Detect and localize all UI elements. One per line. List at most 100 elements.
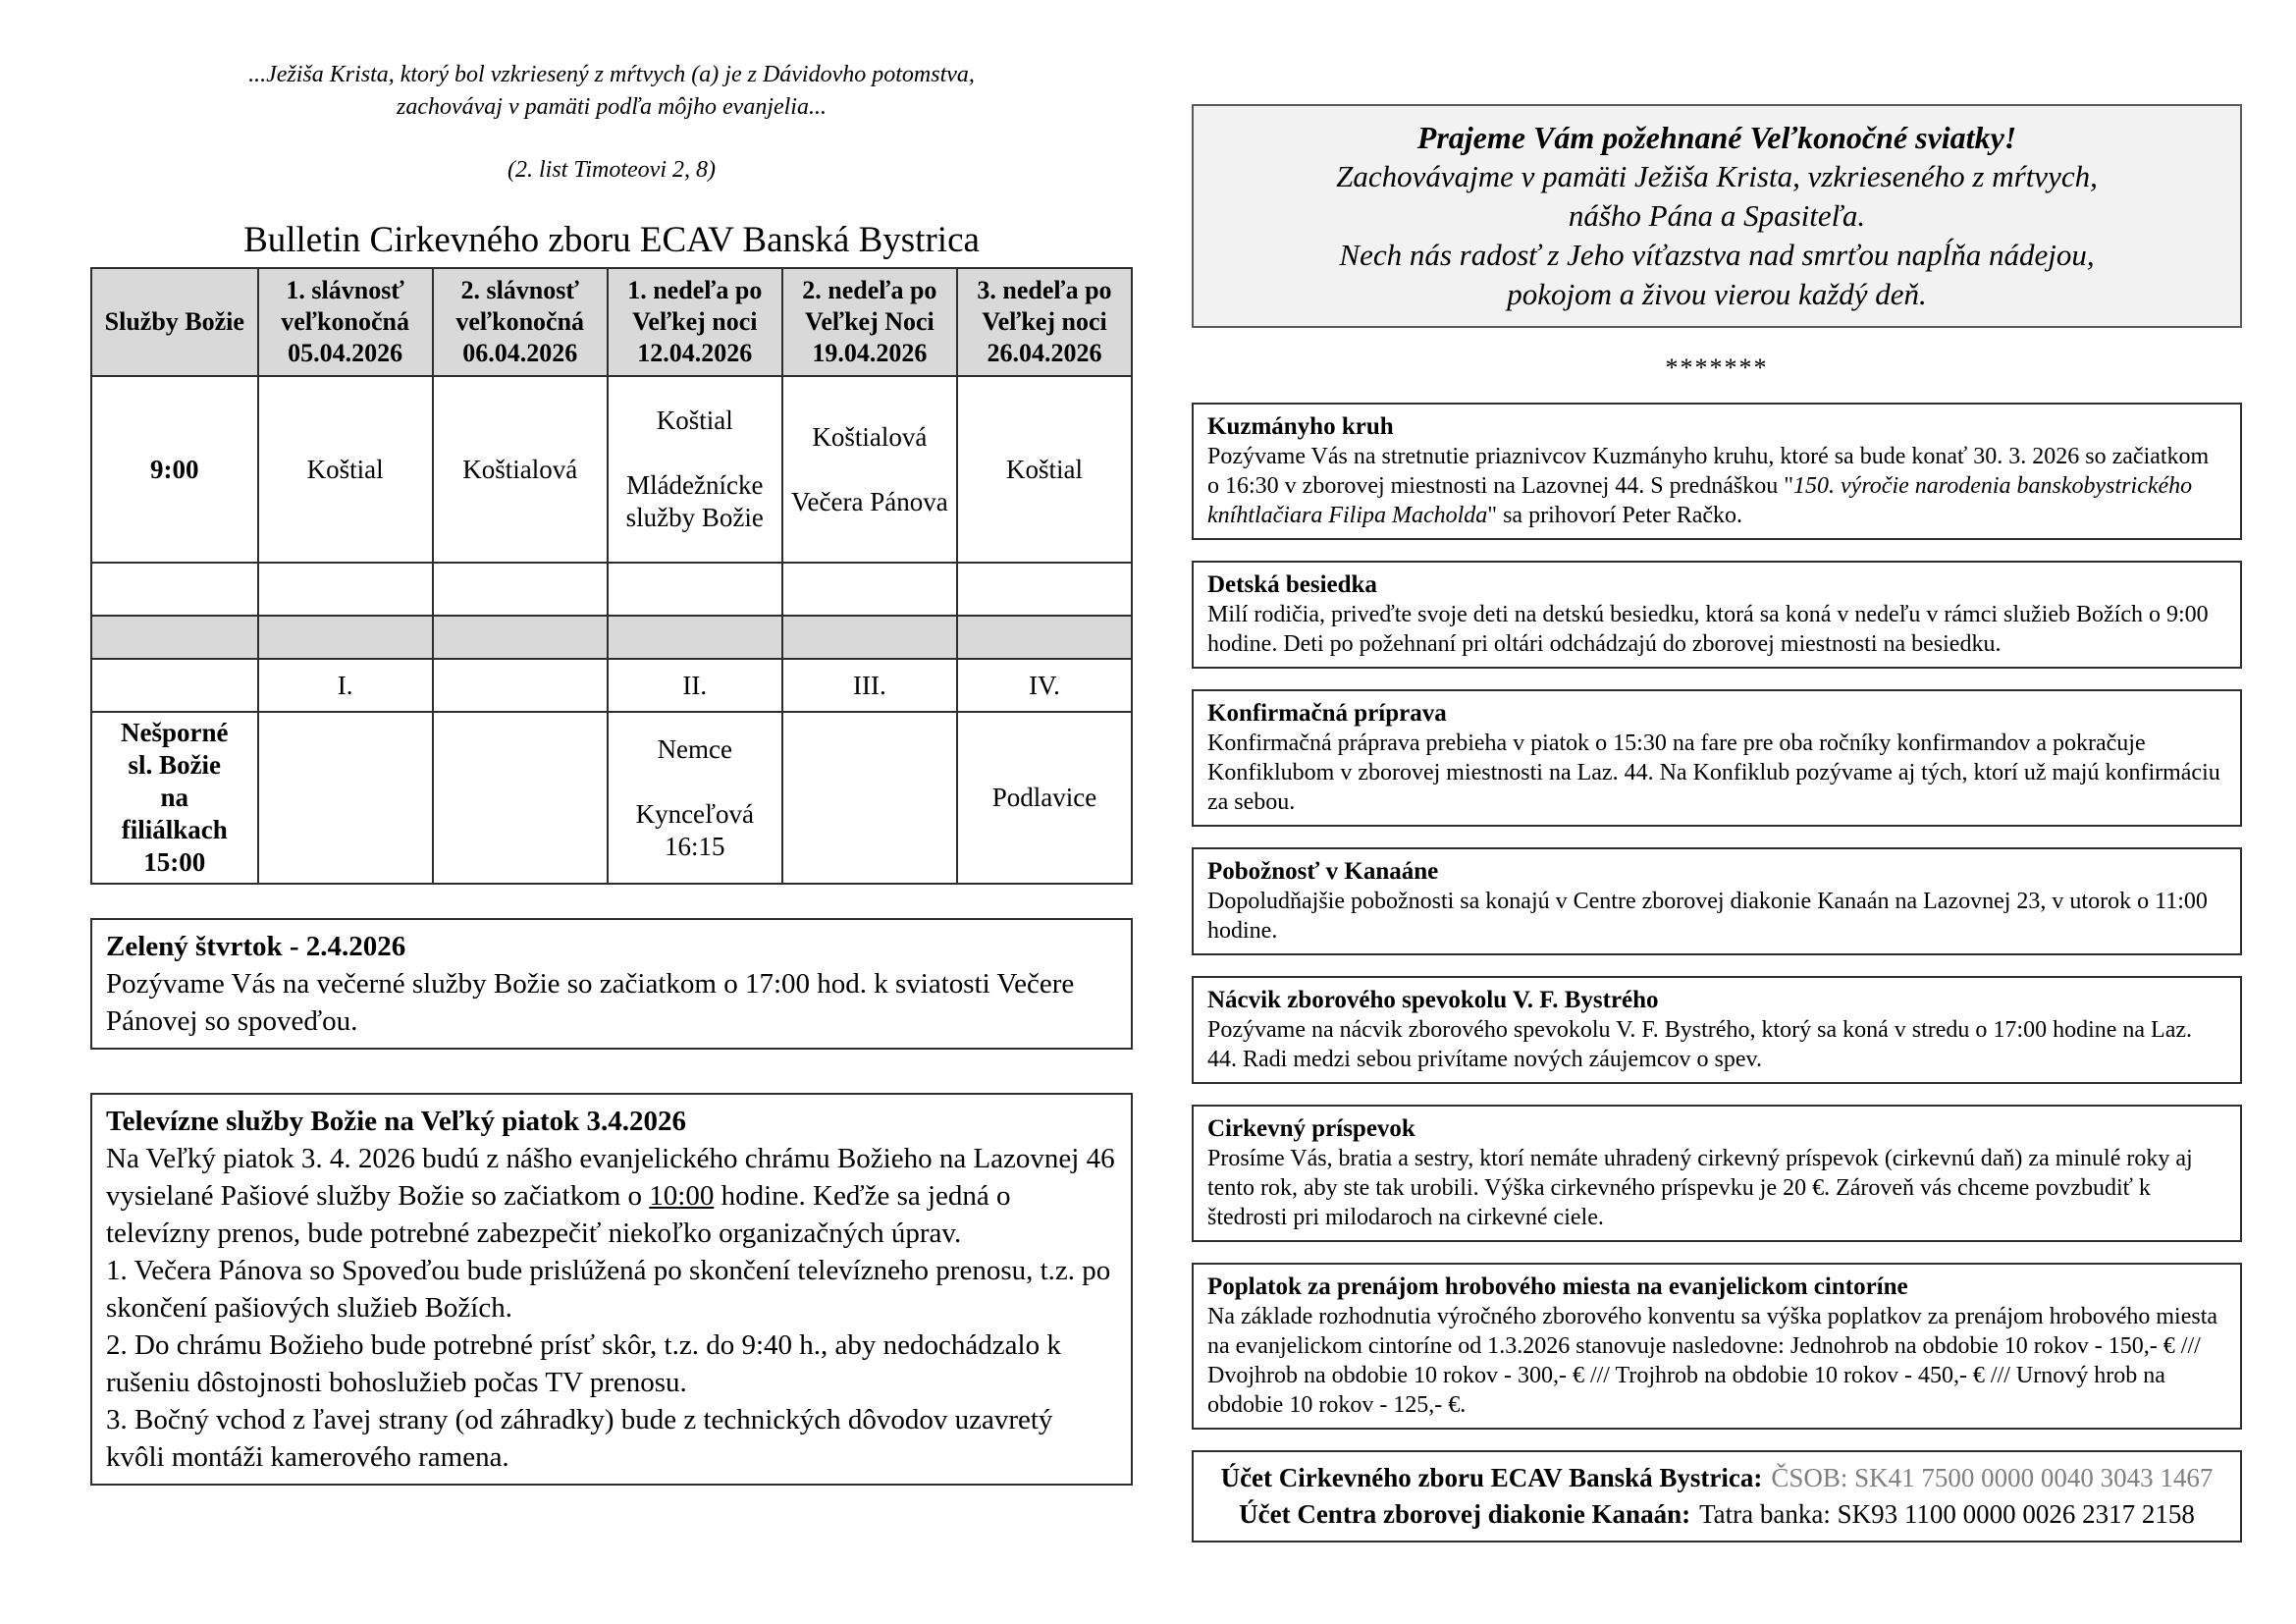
quote-source: (2. list Timoteovi 2, 8) (507, 157, 716, 183)
schedule-row-blank (90, 562, 1134, 617)
schedule-cell (955, 562, 1134, 617)
service-schedule-table: Služby Božie 1. slávnosť veľkonočná 05.0… (90, 267, 1134, 885)
greeting-line: Zachovávajme v pamäti Ježiša Krista, vzk… (1336, 159, 2098, 193)
tv-time-underlined: 10:00 (649, 1180, 715, 1212)
detska-besiedka-box: Detská besiedka Milí rodičia, priveďte s… (1192, 561, 2242, 669)
kuzmanyho-body: Pozývame Vás na stretnutie priaznivcov K… (1207, 442, 2226, 530)
hrobove-miesto-box: Poplatok za prenájom hrobového miesta na… (1192, 1263, 2242, 1430)
schedule-header-cell: 1. slávnosť veľkonočná 05.04.2026 (256, 267, 434, 377)
schedule-cell (606, 615, 783, 660)
schedule-cell (256, 615, 434, 660)
schedule-cell (955, 615, 1134, 660)
schedule-cell: Koštial Mládežnícke služby Božie (606, 375, 783, 564)
scripture-quote: ...Ježiša Krista, ktorý bol vzkriesený z… (90, 59, 1133, 124)
schedule-cell (90, 658, 259, 713)
schedule-cell (606, 562, 783, 617)
schedule-cell: Koštial (955, 375, 1134, 564)
account-row: Účet Centra zborovej diakonie Kanaán: Tat… (1203, 1496, 2230, 1533)
green-thursday-box: Zelený štvrtok - 2.4.2026 Pozývame Vás n… (90, 918, 1133, 1050)
tv-services-box: Televízne služby Božie na Veľký piatok 3… (90, 1093, 1133, 1486)
poplatok-body: Na základe rozhodnutia výročného zborové… (1207, 1304, 2218, 1418)
schedule-cell: I. (256, 658, 434, 713)
schedule-header-cell: 3. nedeľa po Veľkej noci 26.04.2026 (955, 267, 1134, 377)
schedule-header-row: Služby Božie 1. slávnosť veľkonočná 05.0… (90, 267, 1134, 377)
left-column: ...Ježiša Krista, ktorý bol vzkriesený z… (90, 59, 1134, 1486)
nacvik-body: Pozývame na nácvik zborového spevokolu V… (1207, 1017, 2193, 1072)
schedule-cell (431, 615, 609, 660)
easter-greeting-box: Prajeme Vám požehnané Veľkonočné sviatky… (1192, 104, 2242, 328)
schedule-cell (431, 711, 609, 885)
schedule-row-900: 9:00 Koštial Koštialová Koštial Mládežní… (90, 375, 1134, 564)
schedule-cell: Koštialová (431, 375, 609, 564)
right-column: Prajeme Vám požehnané Veľkonočné sviatky… (1192, 104, 2242, 1543)
konfirmacna-body: Konfirmačná práprava prebieha v piatok o… (1207, 731, 2220, 815)
green-thursday-heading: Zelený štvrtok - 2.4.2026 (106, 931, 406, 962)
nacvik-heading: Nácvik zborového spevokolu V. F. Bystréh… (1207, 987, 1659, 1013)
greeting-line: Nech nás radosť z Jeho víťazstva nad smr… (1339, 238, 2095, 272)
konfirmacna-heading: Konfirmačná príprava (1207, 700, 1447, 727)
greeting-line: Prajeme Vám požehnané Veľkonočné sviatky… (1416, 120, 2017, 155)
scripture-quote-line: ...Ježiša Krista, ktorý bol vzkriesený z… (248, 62, 975, 87)
tv-services-item: 2. Do chrámu Božieho bude potrebné prísť… (106, 1329, 1061, 1398)
schedule-cell: III. (780, 658, 958, 713)
tv-services-heading: Televízne služby Božie na Veľký piatok 3… (106, 1106, 686, 1137)
account-iban: ČSOB: SK41 7500 0000 0040 3043 1467 (1771, 1463, 2214, 1492)
schedule-cell: II. (606, 658, 783, 713)
schedule-cell: Nešporné sl. Božie na filiálkach 15:00 (90, 711, 259, 885)
prispevok-heading: Cirkevný príspevok (1207, 1115, 1415, 1142)
schedule-cell (780, 711, 958, 885)
kuzmanyho-text-after: " sa prihovorí Peter Račko. (1487, 503, 1743, 528)
account-iban: Tatra banka: SK93 1100 0000 0026 2317 21… (1699, 1499, 2195, 1529)
schedule-cell (431, 658, 609, 713)
kuzmanyho-text-before: Pozývame Vás na stretnutie priaznivcov K… (1207, 444, 2210, 499)
schedule-row-roman: I. II. III. IV. (90, 658, 1134, 713)
scripture-quote-line: zachovávaj v pamäti podľa môjho evanjeli… (397, 94, 827, 120)
schedule-cell: Koštialová Večera Pánova (780, 375, 958, 564)
poboznost-kanaan-box: Pobožnosť v Kanaáne Dopoludňajšie pobožn… (1192, 847, 2242, 955)
schedule-cell: IV. (955, 658, 1134, 713)
schedule-cell: Nemce Kynceľová 16:15 (606, 711, 783, 885)
schedule-cell (256, 562, 434, 617)
tv-paragraph-before: Na Veľký piatok 3. 4. 2026 budú z nášho … (106, 1143, 1115, 1212)
schedule-cell (780, 562, 958, 617)
poplatok-heading: Poplatok za prenájom hrobového miesta na… (1207, 1273, 1908, 1300)
tv-services-item: 1. Večera Pánova so Spoveďou bude prislú… (106, 1255, 1111, 1324)
schedule-row-vesper: Nešporné sl. Božie na filiálkach 15:00 N… (90, 711, 1134, 885)
green-thursday-body: Pozývame Vás na večerné služby Božie so … (106, 968, 1075, 1037)
greeting-line: pokojom a živou vierou každý deň. (1507, 277, 1927, 311)
schedule-cell (431, 562, 609, 617)
kuzmanyho-kruh-box: Kuzmányho kruh Pozývame Vás na stretnuti… (1192, 403, 2242, 540)
poboznost-heading: Pobožnosť v Kanaáne (1207, 858, 1439, 885)
poboznost-body: Dopoludňajšie pobožnosti sa konajú v Cen… (1207, 889, 2208, 944)
kuzmanyho-heading: Kuzmányho kruh (1207, 413, 1394, 440)
spevokol-nacvik-box: Nácvik zborového spevokolu V. F. Bystréh… (1192, 976, 2242, 1084)
account-label: Účet Centra zborovej diakonie Kanaán: (1239, 1499, 1691, 1529)
schedule-cell: Koštial (256, 375, 434, 564)
schedule-header-cell: 2. slávnosť veľkonočná 06.04.2026 (431, 267, 609, 377)
bank-accounts-box: Účet Cirkevného zboru ECAV Banská Bystri… (1192, 1450, 2242, 1543)
tv-paragraph-after: hodine. Keďže sa jedná o televízny preno… (106, 1180, 1011, 1249)
detska-heading: Detská besiedka (1207, 571, 1377, 598)
schedule-cell (780, 615, 958, 660)
schedule-cell: Podlavice (955, 711, 1134, 885)
tv-services-item: 3. Bočný vchod z ľavej strany (od záhrad… (106, 1404, 1053, 1473)
cirkevny-prispevok-box: Cirkevný príspevok Prosíme Vás, bratia a… (1192, 1105, 2242, 1242)
lecture-title: 150. výročie narodenia banskobystrického… (1207, 473, 2193, 528)
schedule-header-cell: Služby Božie (90, 267, 259, 377)
konfirmacna-priprava-box: Konfirmačná príprava Konfirmačná práprav… (1192, 689, 2242, 827)
schedule-cell (90, 562, 259, 617)
greeting-line: nášho Pána a Spasiteľa. (1568, 198, 1866, 233)
schedule-cell (256, 711, 434, 885)
schedule-cell (90, 615, 259, 660)
section-separator: ******* (1665, 353, 1769, 382)
account-label: Účet Cirkevného zboru ECAV Banská Bystri… (1220, 1463, 1763, 1492)
schedule-header-cell: 2. nedeľa po Veľkej Noci 19.04.2026 (780, 267, 958, 377)
tv-services-paragraph: Na Veľký piatok 3. 4. 2026 budú z nášho … (106, 1140, 1117, 1252)
detska-body: Milí rodičia, priveďte svoje deti na det… (1207, 602, 2209, 657)
prispevok-body: Prosíme Vás, bratia a sestry, ktorí nemá… (1207, 1146, 2193, 1230)
bulletin-title: Bulletin Cirkevného zboru ECAV Banská By… (243, 220, 980, 260)
schedule-cell: 9:00 (90, 375, 259, 564)
schedule-header-cell: 1. nedeľa po Veľkej noci 12.04.2026 (606, 267, 783, 377)
schedule-row-gray (90, 615, 1134, 660)
